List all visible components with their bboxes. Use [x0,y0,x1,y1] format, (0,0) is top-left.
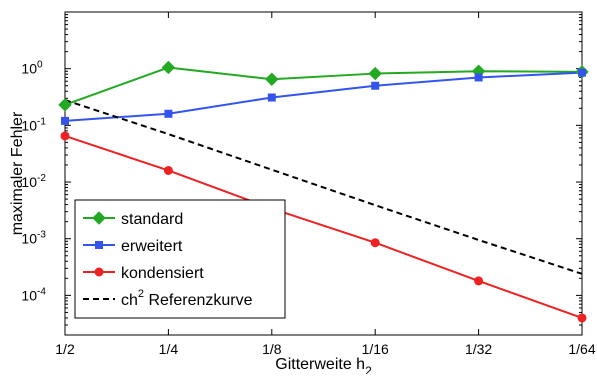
legend-label-erweitert: erweitert [121,238,183,255]
y-tick-label-base: 10 [21,61,37,77]
x-tick-label: 1/4 [159,341,179,357]
legend-label-ch: ch2 Referenzkurve [121,288,253,309]
data-point-kondensiert [163,165,173,175]
series-lines [64,66,583,319]
y-tick-label: 10 [21,174,37,190]
y-tick-label-base: 10 [21,287,37,303]
y-tick-label-base: 10 [21,174,37,190]
data-point-erweitert [164,109,173,118]
series-line-standard [64,66,583,106]
axes: 10-410-310-210-110 01/2 1/4 1/8 1/16 1/32 1/64… [9,11,596,378]
legend-label-standard: standard [121,211,183,228]
data-point-kondensiert [577,313,587,323]
legend-marker-kondensiert [94,267,104,277]
x-axis-title: Gitterweite h2 [275,356,372,374]
data-point-erweitert [267,93,276,102]
y-tick-label-exponent: -2 [37,173,46,184]
data-point-standard [58,98,72,112]
y-tick-label-exponent: -3 [37,230,46,241]
data-point-erweitert [61,116,69,125]
legend-label-text: erweitert [121,238,183,255]
y-tick-label: 10 [21,117,37,133]
x-tick-label: 1/16 [362,341,389,357]
legend-label-suffix: Referenzkurve [144,292,253,309]
y-tick-label-base: 10 [21,117,37,133]
series-line-kondensiert [64,135,583,319]
y-tick-label: 10 [21,231,37,247]
y-tick-label: 10 [21,287,37,303]
data-point-standard [368,66,382,81]
legend-label-text: ch [121,292,138,309]
x-axis-title-text: Gitterweite h [275,356,365,373]
y-axis-title: maximaler Fehler [9,111,26,235]
x-tick-label: 1/32 [465,341,492,357]
data-point-erweitert [474,73,483,82]
y-tick-label-base: 10 [21,231,37,247]
data-point-kondensiert [370,238,380,248]
data-point-kondensiert [60,131,70,141]
x-tick-label: 1/8 [262,341,282,357]
x-tick-label: 1/2 [55,341,75,357]
y-tick-label-exponent: -4 [37,286,46,297]
y-tick-label-exponent: 0 [37,60,43,71]
series-line-ch [64,99,583,275]
legend-label-superscript: 2 [138,288,144,300]
series-line-erweitert [64,71,583,122]
legend-box [74,199,286,319]
data-point-erweitert [371,81,380,90]
data-point-erweitert [578,68,586,77]
data-point-kondensiert [474,276,484,286]
data-point-standard [265,72,279,86]
legend-label-text: standard [121,211,183,228]
legend-marker-standard [92,211,106,225]
legend-label-text: kondensiert [121,265,204,282]
legend: standard erweitert kondensiert ch2 Referenz… [74,199,286,319]
data-point-standard [161,60,176,75]
x-tick-label: 1/64 [568,341,595,357]
x-axis-title-subscript: 2 [365,364,372,374]
y-tick-label: 10 [21,61,37,77]
legend-label-kondensiert: kondensiert [121,265,204,282]
y-tick-label-exponent: -1 [37,116,46,127]
legend-marker-erweitert [95,241,103,249]
